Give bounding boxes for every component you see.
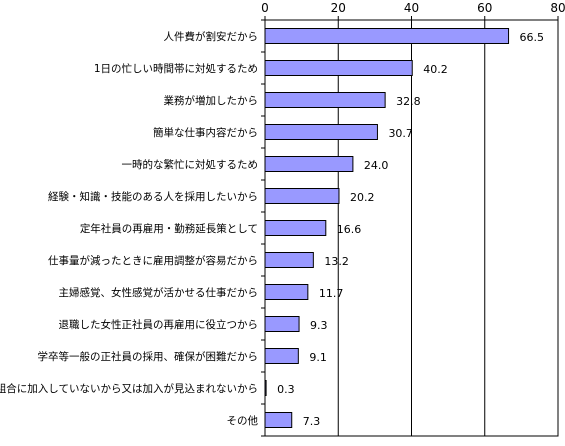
bar: [264, 60, 413, 76]
category-label: 仕事量が減ったときに雇用調整が容易だから: [48, 254, 258, 267]
category-label: その他: [227, 414, 259, 427]
x-tick-label: 0: [261, 1, 269, 15]
x-tick-label: 60: [477, 1, 492, 15]
bar: [264, 412, 293, 428]
category-label: 簡単な仕事内容だから: [153, 126, 258, 139]
category-label: 学卒等一般の正社員の採用、確保が困難だから: [38, 350, 259, 363]
value-label: 7.3: [303, 415, 321, 428]
category-label: 経験・知識・技能のある人を採用したいから: [48, 190, 258, 203]
value-label: 9.1: [309, 351, 327, 364]
value-label: 40.2: [423, 63, 448, 76]
value-label: 32.8: [396, 95, 421, 108]
bar: [264, 348, 299, 364]
value-label: 24.0: [364, 159, 389, 172]
category-label: 業務が増加したから: [164, 94, 259, 107]
value-label: 66.5: [520, 31, 545, 44]
value-label: 11.7: [319, 287, 344, 300]
bar: [264, 252, 314, 268]
value-label: 20.2: [350, 191, 375, 204]
category-label: 退職した女性正社員の再雇用に役立つから: [59, 318, 259, 331]
category-label: 一時的な繁忙に対処するため: [122, 158, 259, 171]
x-tick-label: 40: [404, 1, 419, 15]
value-label: 16.6: [337, 223, 362, 236]
category-label: 主婦感覚、女性感覚が活かせる仕事だから: [59, 286, 259, 299]
x-tick-label: 20: [331, 1, 346, 15]
x-tick-label: 80: [550, 1, 565, 15]
category-label: 定年社員の再雇用・勤務延長策として: [80, 222, 258, 235]
category-label: 人件費が割安だから: [164, 30, 259, 43]
value-label: 0.3: [277, 383, 295, 396]
bar: [264, 380, 267, 396]
bar: [264, 124, 378, 140]
value-label: 9.3: [310, 319, 328, 332]
bar: [264, 220, 327, 236]
category-label: 1日の忙しい時間帯に対処するため: [94, 62, 258, 75]
category-label: 労働組合に加入していないから又は加入が見込まれないから: [0, 382, 258, 395]
bar: [264, 316, 300, 332]
value-label: 13.2: [324, 255, 349, 268]
bar: [264, 156, 354, 172]
bar: [264, 284, 309, 300]
bar: [264, 28, 510, 44]
bar: [264, 188, 340, 204]
value-label: 30.7: [388, 127, 413, 140]
bar: [264, 92, 386, 108]
